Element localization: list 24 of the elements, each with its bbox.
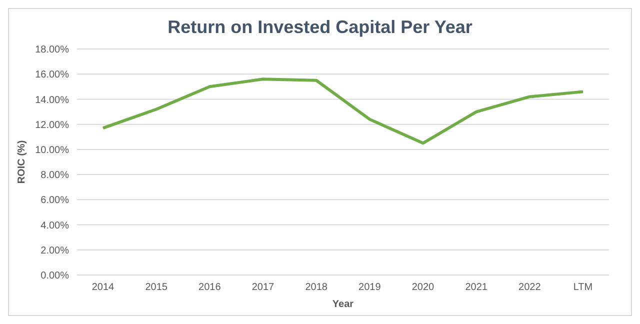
line-series xyxy=(102,78,584,145)
y-tick-label: 2.00% xyxy=(40,245,70,256)
x-tick-label: 2019 xyxy=(358,282,382,294)
x-tick-label: 2018 xyxy=(305,282,328,294)
y-tick-label: 0.00% xyxy=(40,270,70,282)
y-tick-label: 16.00% xyxy=(35,70,70,81)
chart-title: Return on Invested Capital Per Year xyxy=(166,17,474,39)
x-tick-label: 2021 xyxy=(465,282,488,294)
y-tick-label: 14.00% xyxy=(35,94,70,106)
x-tick-label: LTM xyxy=(573,282,593,294)
x-tick-label: 2015 xyxy=(145,282,168,294)
y-tick-label: 6.00% xyxy=(40,195,70,206)
x-tick-label: 2016 xyxy=(198,282,222,294)
x-tick-label: 2020 xyxy=(412,282,435,294)
y-tick-label: 4.00% xyxy=(40,220,70,232)
x-tick-label: 2022 xyxy=(518,282,542,294)
x-tick-label: 2017 xyxy=(252,282,275,294)
y-axis-title: ROIC (%) xyxy=(16,140,28,184)
y-tick-label: 10.00% xyxy=(35,144,70,156)
x-axis-title: Year xyxy=(332,299,354,310)
x-tick-label: 2014 xyxy=(92,282,115,294)
y-tick-label: 18.00% xyxy=(35,44,70,56)
y-tick-label: 12.00% xyxy=(35,120,70,131)
y-tick-label: 8.00% xyxy=(40,170,70,182)
